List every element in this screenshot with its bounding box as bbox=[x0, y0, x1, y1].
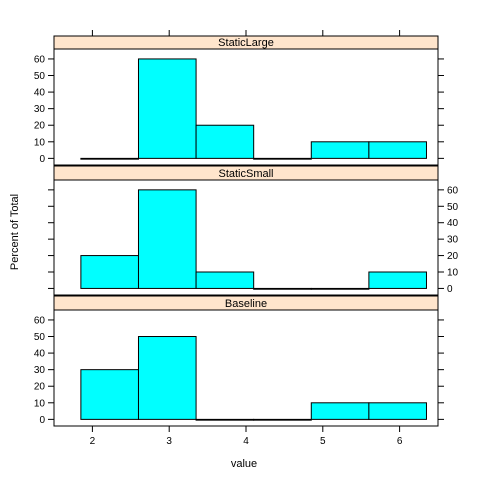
histogram-bar bbox=[368, 141, 427, 159]
panel-staticlarge: StaticLarge 0 10 20 30 40 50 60 bbox=[34, 35, 444, 166]
histogram-bar bbox=[195, 418, 255, 421]
x-tick-label: 2 bbox=[90, 436, 96, 447]
y-tick-label: 0 bbox=[39, 415, 45, 426]
y-tick-label: 20 bbox=[447, 251, 459, 262]
x-tick-label: 4 bbox=[243, 436, 249, 447]
x-tick-label: 5 bbox=[320, 436, 326, 447]
strip-background bbox=[53, 165, 439, 181]
y-tick-label: 50 bbox=[34, 332, 46, 343]
y-tick-label: 40 bbox=[34, 88, 46, 99]
y-tick-label: 60 bbox=[34, 315, 46, 326]
histogram-bar bbox=[368, 402, 427, 420]
strip-background bbox=[53, 295, 439, 311]
histogram-bar bbox=[310, 287, 370, 290]
y-tick-label: 30 bbox=[34, 365, 46, 376]
histogram-bar bbox=[80, 255, 139, 289]
panels: StaticLarge 0 10 20 30 40 50 60 StaticSmall 0 10 20… bbox=[34, 35, 459, 427]
y-tick-label: 60 bbox=[447, 185, 459, 196]
y-tick-label: 20 bbox=[34, 121, 46, 132]
y-tick-label: 50 bbox=[447, 202, 459, 213]
y-axis-title: Percent of Total bbox=[9, 194, 21, 270]
panel-staticsmall: StaticSmall 0 10 20 30 40 50 60 bbox=[48, 165, 459, 296]
y-tick-label: 40 bbox=[34, 349, 46, 360]
histogram-bar bbox=[253, 418, 312, 421]
x-axis: 2 3 4 5 6 bbox=[90, 30, 403, 447]
y-tick-label: 0 bbox=[39, 154, 45, 165]
histogram-bar bbox=[80, 157, 139, 160]
histogram-bar bbox=[310, 402, 370, 420]
y-tick-label: 10 bbox=[447, 268, 459, 279]
histogram-bar bbox=[137, 189, 197, 289]
y-tick-label: 40 bbox=[447, 218, 459, 229]
x-axis-title: value bbox=[231, 458, 257, 470]
histogram-bar bbox=[195, 124, 255, 159]
histogram-bar bbox=[368, 271, 427, 289]
y-tick-label: 30 bbox=[447, 235, 459, 246]
strip-label: Baseline bbox=[225, 298, 267, 310]
y-tick-label: 30 bbox=[34, 104, 46, 115]
histogram-bar bbox=[310, 141, 370, 159]
y-tick-label: 50 bbox=[34, 71, 46, 82]
y-tick-label: 0 bbox=[447, 284, 453, 295]
y-tick-label: 10 bbox=[34, 137, 46, 148]
histogram-bar bbox=[195, 271, 255, 289]
y-tick-label: 20 bbox=[34, 382, 46, 393]
x-tick-label: 3 bbox=[166, 436, 172, 447]
histogram-bar bbox=[253, 287, 312, 290]
histogram-bar bbox=[80, 369, 139, 420]
strip-label: StaticSmall bbox=[218, 168, 273, 180]
panel-baseline: Baseline 0 10 20 30 40 50 60 bbox=[34, 295, 444, 427]
histogram-bar bbox=[253, 157, 312, 160]
y-tick-label: 10 bbox=[34, 398, 46, 409]
histogram-bar bbox=[137, 58, 197, 159]
x-tick-label: 6 bbox=[397, 436, 403, 447]
strip-label: StaticLarge bbox=[218, 37, 274, 49]
y-tick-label: 60 bbox=[34, 54, 46, 65]
histogram-bar bbox=[137, 336, 197, 420]
